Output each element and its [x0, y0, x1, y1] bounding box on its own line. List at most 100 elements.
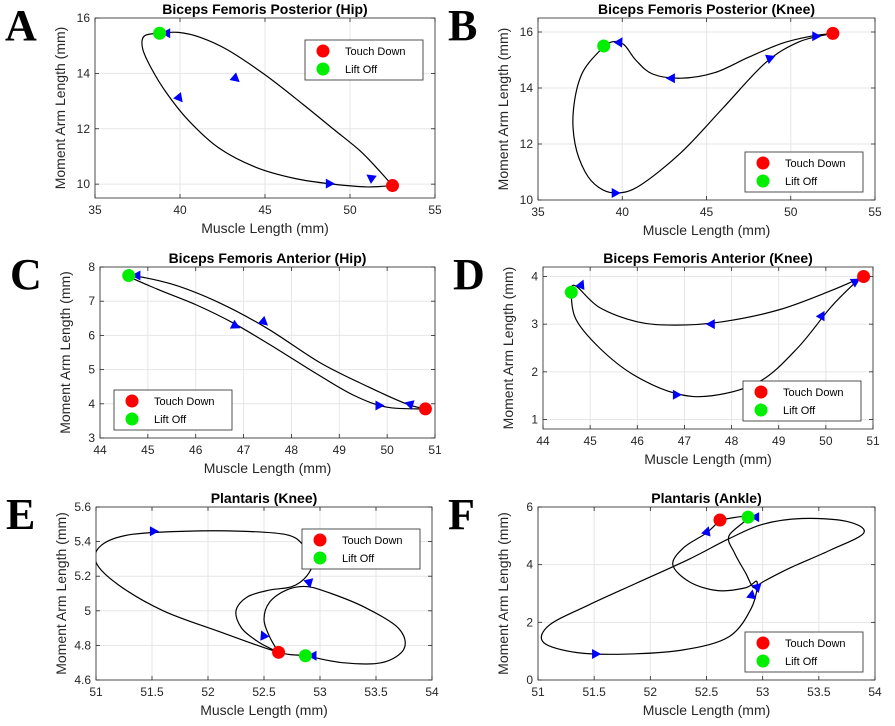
legend-touch-down-label: Touch Down — [154, 396, 215, 408]
direction-arrow — [672, 389, 682, 400]
y-tick-label: 16 — [520, 25, 534, 39]
trajectory-line — [141, 31, 393, 188]
y-tick-label: 4.8 — [74, 638, 91, 652]
x-axis-label: Muscle Length (mm) — [204, 460, 332, 476]
y-tick-label: 10 — [520, 193, 534, 207]
y-tick-label: 12 — [77, 122, 91, 136]
x-tick-label: 48 — [725, 434, 739, 448]
y-tick-label: 5 — [84, 604, 91, 618]
legend: Touch Down Lift Off — [742, 380, 862, 422]
lift-off-marker — [597, 39, 611, 53]
legend-touch-down-label: Touch Down — [785, 638, 846, 650]
direction-arrow — [765, 54, 776, 65]
lift-off-marker — [741, 510, 755, 524]
y-tick-label: 3 — [531, 317, 538, 331]
chart-title: Plantaris (Knee) — [211, 490, 318, 506]
direction-arrow — [149, 526, 159, 537]
direction-arrow — [613, 37, 623, 48]
lift-off-marker — [153, 26, 167, 40]
x-tick-label: 52 — [644, 685, 658, 699]
x-tick-label: 40 — [616, 205, 630, 219]
data-layer — [540, 510, 865, 660]
direction-arrow — [307, 650, 317, 661]
x-tick-label: 49 — [333, 443, 347, 457]
direction-arrow — [257, 315, 269, 326]
data-layer — [572, 26, 840, 198]
y-axis-label: Moment Arm Length (mm) — [495, 28, 511, 191]
axes-box — [99, 266, 436, 439]
legend-touch-down-swatch — [756, 156, 770, 170]
direction-arrow — [575, 279, 585, 291]
chart-panel-d: 44 45 46 47 48 49 50 51 1 2 3 4 Biceps Femoris Anter… — [453, 250, 880, 467]
y-axis-label: Moment Arm Length (mm) — [500, 267, 516, 430]
panel-letter: C — [10, 250, 42, 299]
x-tick-label: 55 — [428, 203, 442, 217]
legend-lift-off-swatch — [756, 174, 770, 188]
trajectory-line — [570, 275, 864, 398]
x-tick-label: 51 — [531, 685, 545, 699]
y-tick-label: 12 — [520, 137, 534, 151]
data-layer — [96, 526, 406, 665]
y-tick-label: 4.6 — [74, 673, 91, 687]
panel-letter: D — [453, 250, 485, 299]
legend-lift-off-swatch — [313, 551, 327, 565]
x-tick-label: 50 — [343, 203, 357, 217]
x-tick-label: 54 — [868, 685, 882, 699]
legend-lift-off-label: Lift Off — [785, 656, 818, 668]
trajectory-line — [128, 274, 426, 410]
axes-box — [542, 266, 874, 430]
direction-arrow — [812, 31, 822, 42]
x-tick-label: 40 — [173, 203, 187, 217]
x-axis-label: Muscle Length (mm) — [643, 702, 771, 718]
chart-title: Biceps Femoris Anterior (Knee) — [603, 250, 813, 266]
direction-arrow — [229, 72, 240, 83]
legend-lift-off-label: Lift Off — [154, 414, 187, 426]
chart-title: Biceps Femoris Anterior (Hip) — [169, 250, 367, 266]
touch-down-marker — [418, 402, 432, 416]
panel-letter: E — [6, 490, 35, 539]
direction-arrow — [592, 649, 602, 660]
x-axis-label: Muscle Length (mm) — [200, 702, 328, 718]
x-tick-label: 44 — [536, 434, 550, 448]
chart-panel-b: 35 40 45 50 55 10 12 14 16 Biceps Femoris Posteri… — [448, 1, 882, 238]
y-tick-label: 2 — [526, 615, 533, 629]
x-tick-label: 51.5 — [140, 685, 164, 699]
x-tick-label: 53 — [756, 685, 770, 699]
x-tick-label: 47 — [678, 434, 692, 448]
direction-arrow — [325, 178, 335, 189]
chart-panel-a: 35 40 45 50 55 10 12 14 16 Biceps Femoris Posteri… — [5, 1, 442, 236]
y-tick-label: 6 — [88, 328, 95, 342]
y-tick-label: 0 — [526, 673, 533, 687]
legend-touch-down-swatch — [316, 44, 330, 58]
legend-touch-down-swatch — [756, 636, 770, 650]
x-tick-label: 50 — [380, 443, 394, 457]
y-tick-label: 5 — [88, 363, 95, 377]
legend-touch-down-swatch — [754, 385, 768, 399]
x-tick-label: 45 — [141, 443, 155, 457]
direction-arrow — [815, 310, 825, 322]
x-tick-label: 51 — [866, 434, 880, 448]
y-tick-label: 5.2 — [74, 569, 91, 583]
x-tick-label: 35 — [531, 205, 545, 219]
x-tick-label: 45 — [258, 203, 272, 217]
legend-touch-down-label: Touch Down — [785, 158, 846, 170]
direction-arrow — [303, 578, 314, 589]
legend-lift-off-swatch — [754, 403, 768, 417]
x-tick-label: 52.5 — [695, 685, 719, 699]
lift-off-marker — [298, 649, 312, 663]
x-tick-label: 45 — [700, 205, 714, 219]
lift-off-marker — [122, 269, 136, 283]
direction-arrow — [665, 73, 675, 84]
legend-touch-down-swatch — [313, 533, 327, 547]
touch-down-marker — [826, 26, 840, 40]
y-tick-label: 5.6 — [74, 500, 91, 514]
direction-arrow — [849, 278, 861, 288]
legend: Touch Down Lift Off — [113, 389, 233, 431]
panel-letter: B — [448, 1, 477, 50]
chart-title: Biceps Femoris Posterior (Knee) — [598, 1, 815, 17]
y-tick-label: 4 — [526, 558, 533, 572]
y-tick-label: 3 — [88, 431, 95, 445]
y-axis-label: Moment Arm Length (mm) — [495, 512, 511, 675]
lift-off-marker — [564, 285, 578, 299]
